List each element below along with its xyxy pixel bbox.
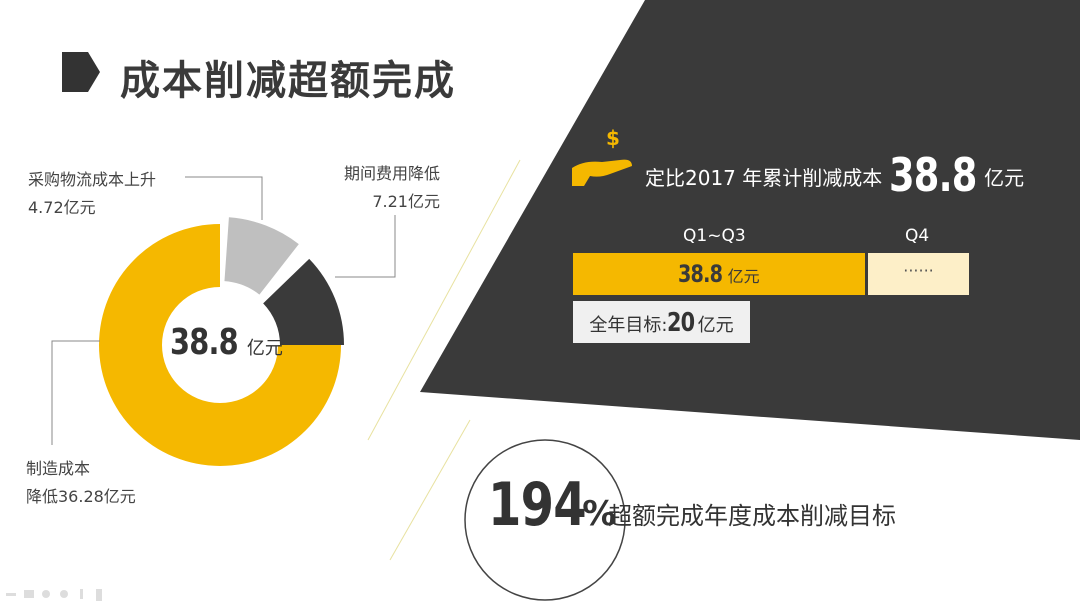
slice-label-text: 采购物流成本上升: [28, 170, 157, 189]
slice-label-period: 期间费用降低 7.21亿元: [310, 160, 440, 216]
q4-bar: ······: [868, 253, 969, 295]
slice-label-text: 制造成本: [26, 459, 91, 478]
center-value: 38.8: [170, 322, 239, 363]
page-title: 成本削减超额完成: [120, 58, 456, 104]
leader-lines: [51, 176, 396, 445]
title-arrow-icon: [62, 52, 100, 92]
q4-label: Q4: [905, 226, 930, 246]
completion-value: 194: [488, 470, 587, 540]
slice-label-procurement: 采购物流成本上升 4.72亿元: [28, 166, 156, 222]
donut-chart: [99, 217, 344, 466]
q1-q3-bar: 38.8 亿元: [573, 253, 865, 295]
donut-slice: [263, 258, 344, 345]
dark-panel: [420, 0, 1080, 440]
headline-text: 定比2017 年累计削减成本: [645, 166, 883, 190]
donut-center-label: 38.8 亿元: [170, 322, 283, 363]
decor-line: [367, 159, 521, 441]
slice-value-text: 4.72亿元: [28, 198, 96, 217]
completion-unit: %: [582, 494, 617, 534]
target-value: 20: [667, 308, 695, 338]
q1-q3-value: 38.8: [678, 260, 723, 288]
q1-q3-unit: 亿元: [727, 267, 760, 286]
decor-line: [389, 419, 471, 561]
headline-unit: 亿元: [984, 166, 1025, 190]
toolbar: [6, 589, 102, 601]
donut-slice: [99, 224, 341, 466]
slice-label-manufacturing: 制造成本 降低36.28亿元: [26, 455, 136, 511]
completion-text: 超额完成年度成本削减目标: [608, 502, 896, 530]
center-unit: 亿元: [246, 338, 283, 359]
headline: 定比2017 年累计削减成本 38.8 亿元: [645, 148, 1024, 202]
headline-value: 38.8: [888, 148, 977, 202]
annual-target: 全年目标:20 亿元: [573, 301, 750, 343]
slice-value-text: 7.21亿元: [372, 192, 440, 211]
target-unit: 亿元: [697, 315, 734, 336]
money-hand-icon: $: [572, 126, 632, 186]
svg-text:$: $: [606, 126, 620, 150]
slice-label-text: 期间费用降低: [343, 164, 440, 183]
slice-value-text: 降低36.28亿元: [26, 487, 136, 506]
q1-q3-label: Q1~Q3: [683, 226, 746, 246]
completion-percent: 194%: [488, 470, 616, 540]
completion-circle: [464, 439, 626, 601]
target-label: 全年目标:: [589, 315, 668, 336]
donut-slice: [224, 217, 299, 295]
